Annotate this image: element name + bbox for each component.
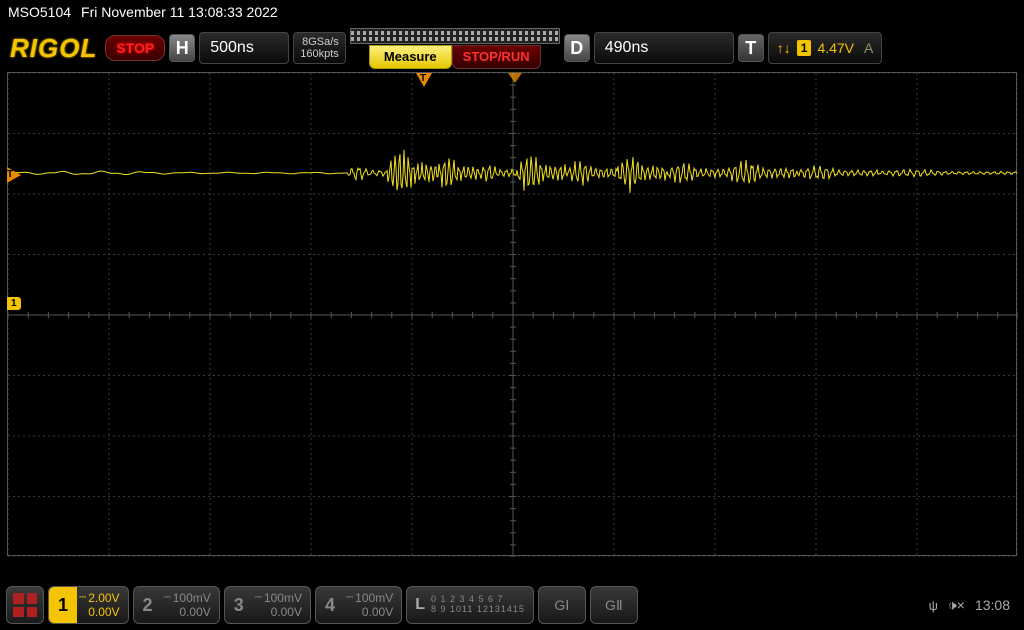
trigger-level: 4.47V bbox=[817, 40, 854, 56]
channel-1-num: 1 bbox=[49, 587, 77, 623]
channel-3-offset: 0.00V bbox=[271, 605, 302, 619]
channel-3-num: 3 bbox=[225, 587, 253, 623]
trigger-center-marker bbox=[508, 73, 522, 83]
channel-4-box[interactable]: 4⎓100mV0.00V bbox=[315, 586, 402, 624]
trigger-mode: A bbox=[860, 40, 873, 56]
channel-3-box[interactable]: 3⎓100mV0.00V bbox=[224, 586, 311, 624]
timebase-value: 500ns bbox=[210, 39, 254, 57]
acquisition-box[interactable]: 8GSa/s 160kpts bbox=[293, 32, 346, 64]
trigger-edge-icon: ↑↓ bbox=[777, 40, 791, 56]
waveform-display[interactable]: T T 1 bbox=[7, 72, 1017, 556]
coupling-icon: ⎓ bbox=[255, 592, 261, 603]
channel-2-box[interactable]: 2⎓100mV0.00V bbox=[133, 586, 220, 624]
coupling-icon: ⎓ bbox=[79, 592, 85, 603]
logic-analyzer-box[interactable]: L 0 1 2 3 4 5 6 7 8 9 1011 12131415 bbox=[406, 586, 534, 624]
menu-button[interactable] bbox=[6, 586, 44, 624]
coupling-icon: ⎓ bbox=[346, 592, 352, 603]
sample-rate: 8GSa/s bbox=[302, 36, 339, 48]
channel-2-offset: 0.00V bbox=[179, 605, 210, 619]
model-label: MSO5104 bbox=[8, 4, 71, 20]
datetime-label: Fri November 11 13:08:33 2022 bbox=[81, 4, 278, 20]
brand-logo: RIGOL bbox=[6, 33, 101, 64]
trigger-level-marker[interactable]: T bbox=[7, 167, 21, 183]
memory-overview[interactable] bbox=[350, 28, 560, 44]
trigger-level-label: T bbox=[7, 169, 13, 180]
title-bar: MSO5104 Fri November 11 13:08:33 2022 bbox=[0, 0, 1024, 24]
ch1-zero-marker[interactable]: 1 bbox=[7, 297, 21, 310]
trigger-source-chip: 1 bbox=[797, 40, 812, 56]
channel-1-offset: 0.00V bbox=[88, 605, 119, 619]
top-toolbar: RIGOL STOP H 500ns 8GSa/s 160kpts Measur… bbox=[0, 24, 1024, 72]
channel-4-offset: 0.00V bbox=[362, 605, 393, 619]
trigger-box[interactable]: ↑↓ 1 4.47V A bbox=[768, 32, 883, 64]
channel-2-scale: 100mV bbox=[173, 591, 211, 605]
coupling-icon: ⎓ bbox=[164, 592, 170, 603]
status-area: ψ 🕩× 13:08 bbox=[929, 597, 1018, 614]
channel-4-num: 4 bbox=[316, 587, 344, 623]
bottom-toolbar: 1⎓2.00V0.00V2⎓100mV0.00V3⎓100mV0.00V4⎓10… bbox=[0, 580, 1024, 630]
logic-row2: 8 9 1011 12131415 bbox=[431, 605, 525, 615]
delay-field[interactable]: 490ns bbox=[594, 32, 734, 64]
channel-1-scale: 2.00V bbox=[88, 591, 119, 605]
run-state-button[interactable]: STOP bbox=[105, 35, 165, 61]
horizontal-badge: H bbox=[169, 34, 195, 62]
mem-depth: 160kpts bbox=[300, 48, 339, 60]
trigger-marker-label: T bbox=[420, 73, 426, 84]
measure-button[interactable]: Measure bbox=[369, 45, 452, 69]
sound-icon[interactable]: 🕩× bbox=[948, 597, 965, 614]
delay-badge: D bbox=[564, 34, 590, 62]
delay-value: 490ns bbox=[605, 39, 649, 57]
clock: 13:08 bbox=[975, 597, 1010, 613]
channel-4-scale: 100mV bbox=[355, 591, 393, 605]
trigger-badge: T bbox=[738, 34, 764, 62]
timebase-field[interactable]: 500ns bbox=[199, 32, 289, 64]
logic-label: L bbox=[415, 596, 425, 614]
generator-1-box[interactable]: GⅠ bbox=[538, 586, 586, 624]
waveform-svg bbox=[8, 73, 1018, 557]
channel-3-scale: 100mV bbox=[264, 591, 302, 605]
channel-1-box[interactable]: 1⎓2.00V0.00V bbox=[48, 586, 129, 624]
channel-2-num: 2 bbox=[134, 587, 162, 623]
stop-run-button[interactable]: STOP/RUN bbox=[452, 45, 541, 69]
trigger-position-marker[interactable]: T bbox=[416, 73, 432, 87]
generator-2-box[interactable]: GⅡ bbox=[590, 586, 638, 624]
usb-icon: ψ bbox=[929, 598, 938, 613]
